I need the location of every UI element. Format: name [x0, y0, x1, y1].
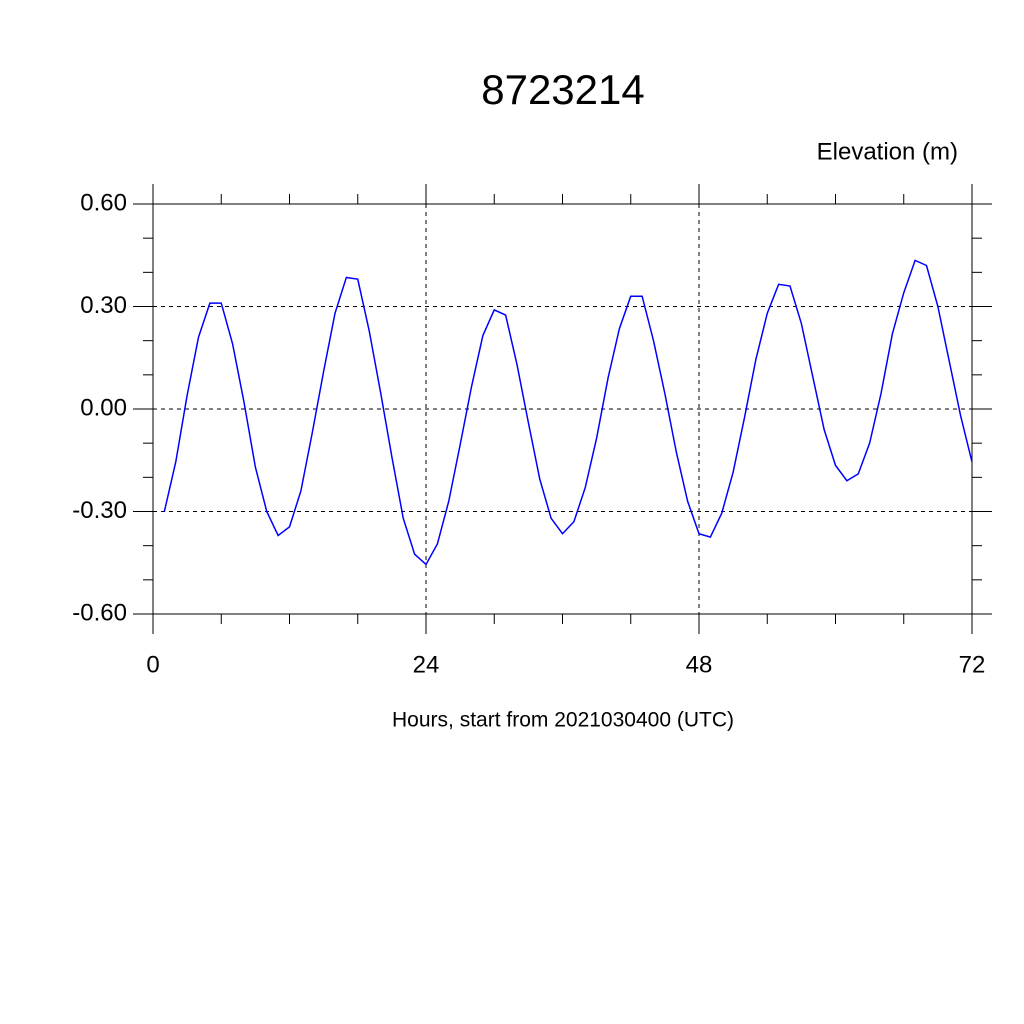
plot-frame	[152, 203, 973, 615]
chart-title: 8723214	[481, 66, 645, 113]
y-tick-label: 0.30	[80, 292, 127, 319]
x-tick-label: 24	[413, 651, 440, 678]
x-tick-label: 48	[686, 651, 713, 678]
y-tick-label: 0.60	[80, 189, 127, 216]
data-line	[163, 259, 973, 566]
y-tick-label: -0.60	[72, 599, 127, 626]
x-tick-label: 72	[959, 651, 986, 678]
x-tick-label: 0	[146, 651, 159, 678]
x-axis-label: Hours, start from 2021030400 (UTC)	[392, 709, 734, 732]
y-tick-label: 0.00	[80, 394, 127, 421]
subtitle: Elevation (m)	[817, 138, 958, 165]
y-tick-label: -0.30	[72, 497, 127, 524]
